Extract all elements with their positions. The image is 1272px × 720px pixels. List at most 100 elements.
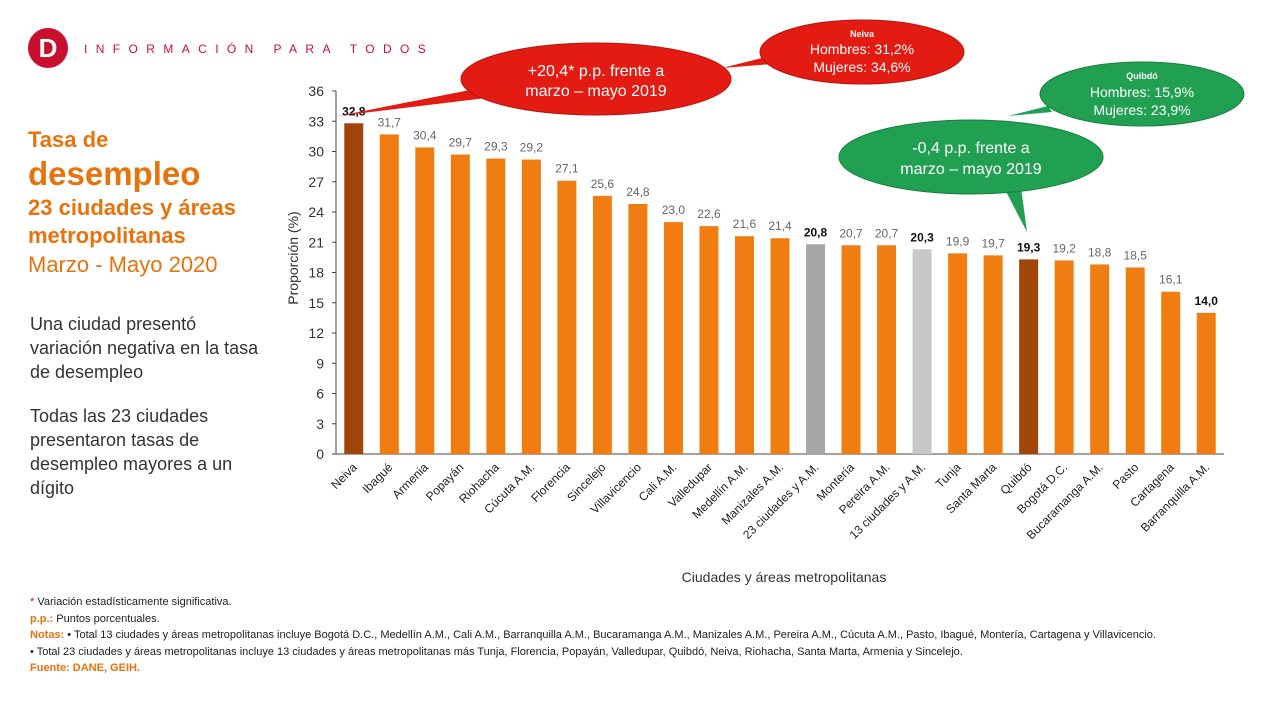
y-tick-label: 15 [308, 295, 324, 311]
callout-red-small-pointer [722, 56, 772, 68]
callout-red-small-line1: Hombres: 31,2% [810, 41, 914, 57]
callout-red-main-line1: +20,4* p.p. frente a [528, 63, 665, 80]
bar [1090, 264, 1110, 454]
source: Fuente: DANE, GEIH. [30, 662, 141, 674]
page-title: Tasa de desempleo 23 ciudades y áreas me… [28, 126, 278, 280]
bar [734, 236, 754, 454]
data-label: 14,0 [1195, 294, 1219, 308]
y-tick-label: 9 [316, 355, 324, 371]
y-axis-title: Proporción (%) [285, 211, 301, 304]
data-label: 20,3 [910, 230, 934, 244]
callout-green-small-title: Quibdó [1126, 71, 1158, 81]
x-tick-label: Pasto [1110, 460, 1142, 492]
data-label: 21,6 [733, 217, 757, 231]
y-tick-label: 12 [308, 325, 324, 341]
data-label: 19,9 [946, 234, 970, 248]
x-tick-label: Tunja [933, 460, 964, 491]
data-label: 25,6 [591, 177, 615, 191]
data-label: 31,7 [378, 115, 402, 129]
data-label: 20,7 [839, 226, 863, 240]
bar [841, 245, 861, 454]
chart-bars: 32,831,730,429,7 29,3 29,227,125,624,823,0… [342, 104, 1219, 455]
title-line-2: desempleo [28, 155, 201, 192]
y-tick-label: 3 [316, 416, 324, 432]
bar [415, 147, 435, 454]
data-label: 30,4 [413, 128, 437, 142]
data-label: 22,6 [697, 207, 721, 221]
footer-notes: * Variación estadísticamente significati… [30, 594, 1250, 677]
bar [1196, 312, 1216, 454]
x-tick-label: Manizales A.M. [719, 460, 786, 527]
asterisk: * [30, 596, 35, 608]
callout-red-main-pointer [338, 90, 486, 116]
callout-green-small-bubble [1039, 61, 1245, 127]
bar [1125, 267, 1145, 454]
bar [877, 245, 897, 454]
data-label: 20,7 [875, 226, 899, 240]
bar [1054, 260, 1074, 454]
y-tick-label: 18 [308, 265, 324, 281]
callout-red-small-title: Neiva [850, 29, 875, 39]
bar [983, 255, 1003, 454]
note-23-cities: • Total 23 ciudades y áreas metropolitan… [30, 645, 963, 658]
data-label: 24,8 [626, 185, 650, 199]
data-label: 19,3 [1017, 240, 1041, 254]
summary-paragraph-1: Una ciudad presentó variación negativa e… [30, 314, 259, 382]
title-line-3: 23 ciudades y áreas metropolitanas [28, 195, 236, 248]
x-tick-label: Neiva [328, 460, 360, 492]
bar [379, 134, 399, 454]
bar [486, 158, 506, 454]
callout-green-small-line1: Hombres: 15,9% [1090, 84, 1194, 100]
callout-green-small: Quibdó Hombres: 15,9% Mujeres: 23,9% [1008, 61, 1245, 127]
x-axis-title: Ciudades y áreas metropolitanas [682, 569, 887, 585]
y-tick-label: 33 [308, 113, 324, 129]
bar [521, 159, 541, 455]
data-label: 19,7 [981, 236, 1005, 250]
data-label: 29,7 [449, 136, 473, 150]
bar [344, 123, 364, 455]
callout-red-small: Neiva Hombres: 31,2% Mujeres: 34,6% [722, 19, 965, 85]
callout-green-main-line1: -0,4 p.p. frente a [912, 140, 1030, 157]
bar [806, 244, 826, 454]
bar [699, 226, 719, 454]
bar [1161, 291, 1181, 454]
y-tick-label: 24 [308, 204, 324, 220]
callout-red-main: +20,4* p.p. frente a marzo – mayo 2019 [338, 42, 732, 116]
y-tick-label: 36 [308, 83, 324, 99]
pp-text: Puntos porcentuales. [53, 612, 160, 625]
bar [663, 222, 683, 454]
summary-paragraph-2: Todas las 23 ciudades presentaron tasas … [30, 406, 233, 498]
note-significance-text: Variación estadísticamente significativa… [34, 596, 232, 608]
y-tick-label: 27 [308, 174, 324, 190]
y-tick-label: 21 [308, 234, 324, 250]
bar [948, 253, 968, 454]
bar [592, 195, 612, 454]
data-label: 16,1 [1159, 273, 1183, 287]
callout-green-main: -0,4 p.p. frente a marzo – mayo 2019 [838, 119, 1104, 232]
data-label: 21,4 [768, 219, 792, 233]
data-label: 18,8 [1088, 245, 1112, 259]
note-significance: * Variación estadísticamente significati… [30, 594, 1250, 611]
x-tick-labels: Neiva IbaguéArmeniaPopayánRiohachaCúcuta … [328, 460, 1212, 542]
note-pp: p.p.: Puntos porcentuales. [30, 611, 1250, 628]
callout-green-main-line2: marzo – mayo 2019 [900, 161, 1042, 178]
callout-green-small-pointer [1008, 106, 1052, 116]
callout-red-small-bubble [759, 19, 965, 85]
callout-red-small-line2: Mujeres: 34,6% [813, 59, 910, 75]
callout-green-main-bubble [838, 119, 1104, 195]
bar [1019, 259, 1039, 454]
title-line-1: Tasa de [28, 127, 109, 152]
bar [628, 203, 648, 454]
title-period: Marzo - Mayo 2020 [28, 252, 218, 277]
dane-logo: D [28, 28, 68, 68]
data-label: 27,1 [555, 162, 579, 176]
callout-green-small-line2: Mujeres: 23,9% [1093, 102, 1190, 118]
tagline: INFORMACIÓN PARA TODOS [84, 42, 435, 56]
notas-label: Notas: [30, 629, 65, 641]
note-13-cities: Notas: • Total 13 ciudades y áreas metro… [30, 627, 1250, 644]
bar [770, 238, 790, 454]
data-label: 29,3 [484, 140, 508, 154]
logo-letter: D [38, 33, 58, 63]
